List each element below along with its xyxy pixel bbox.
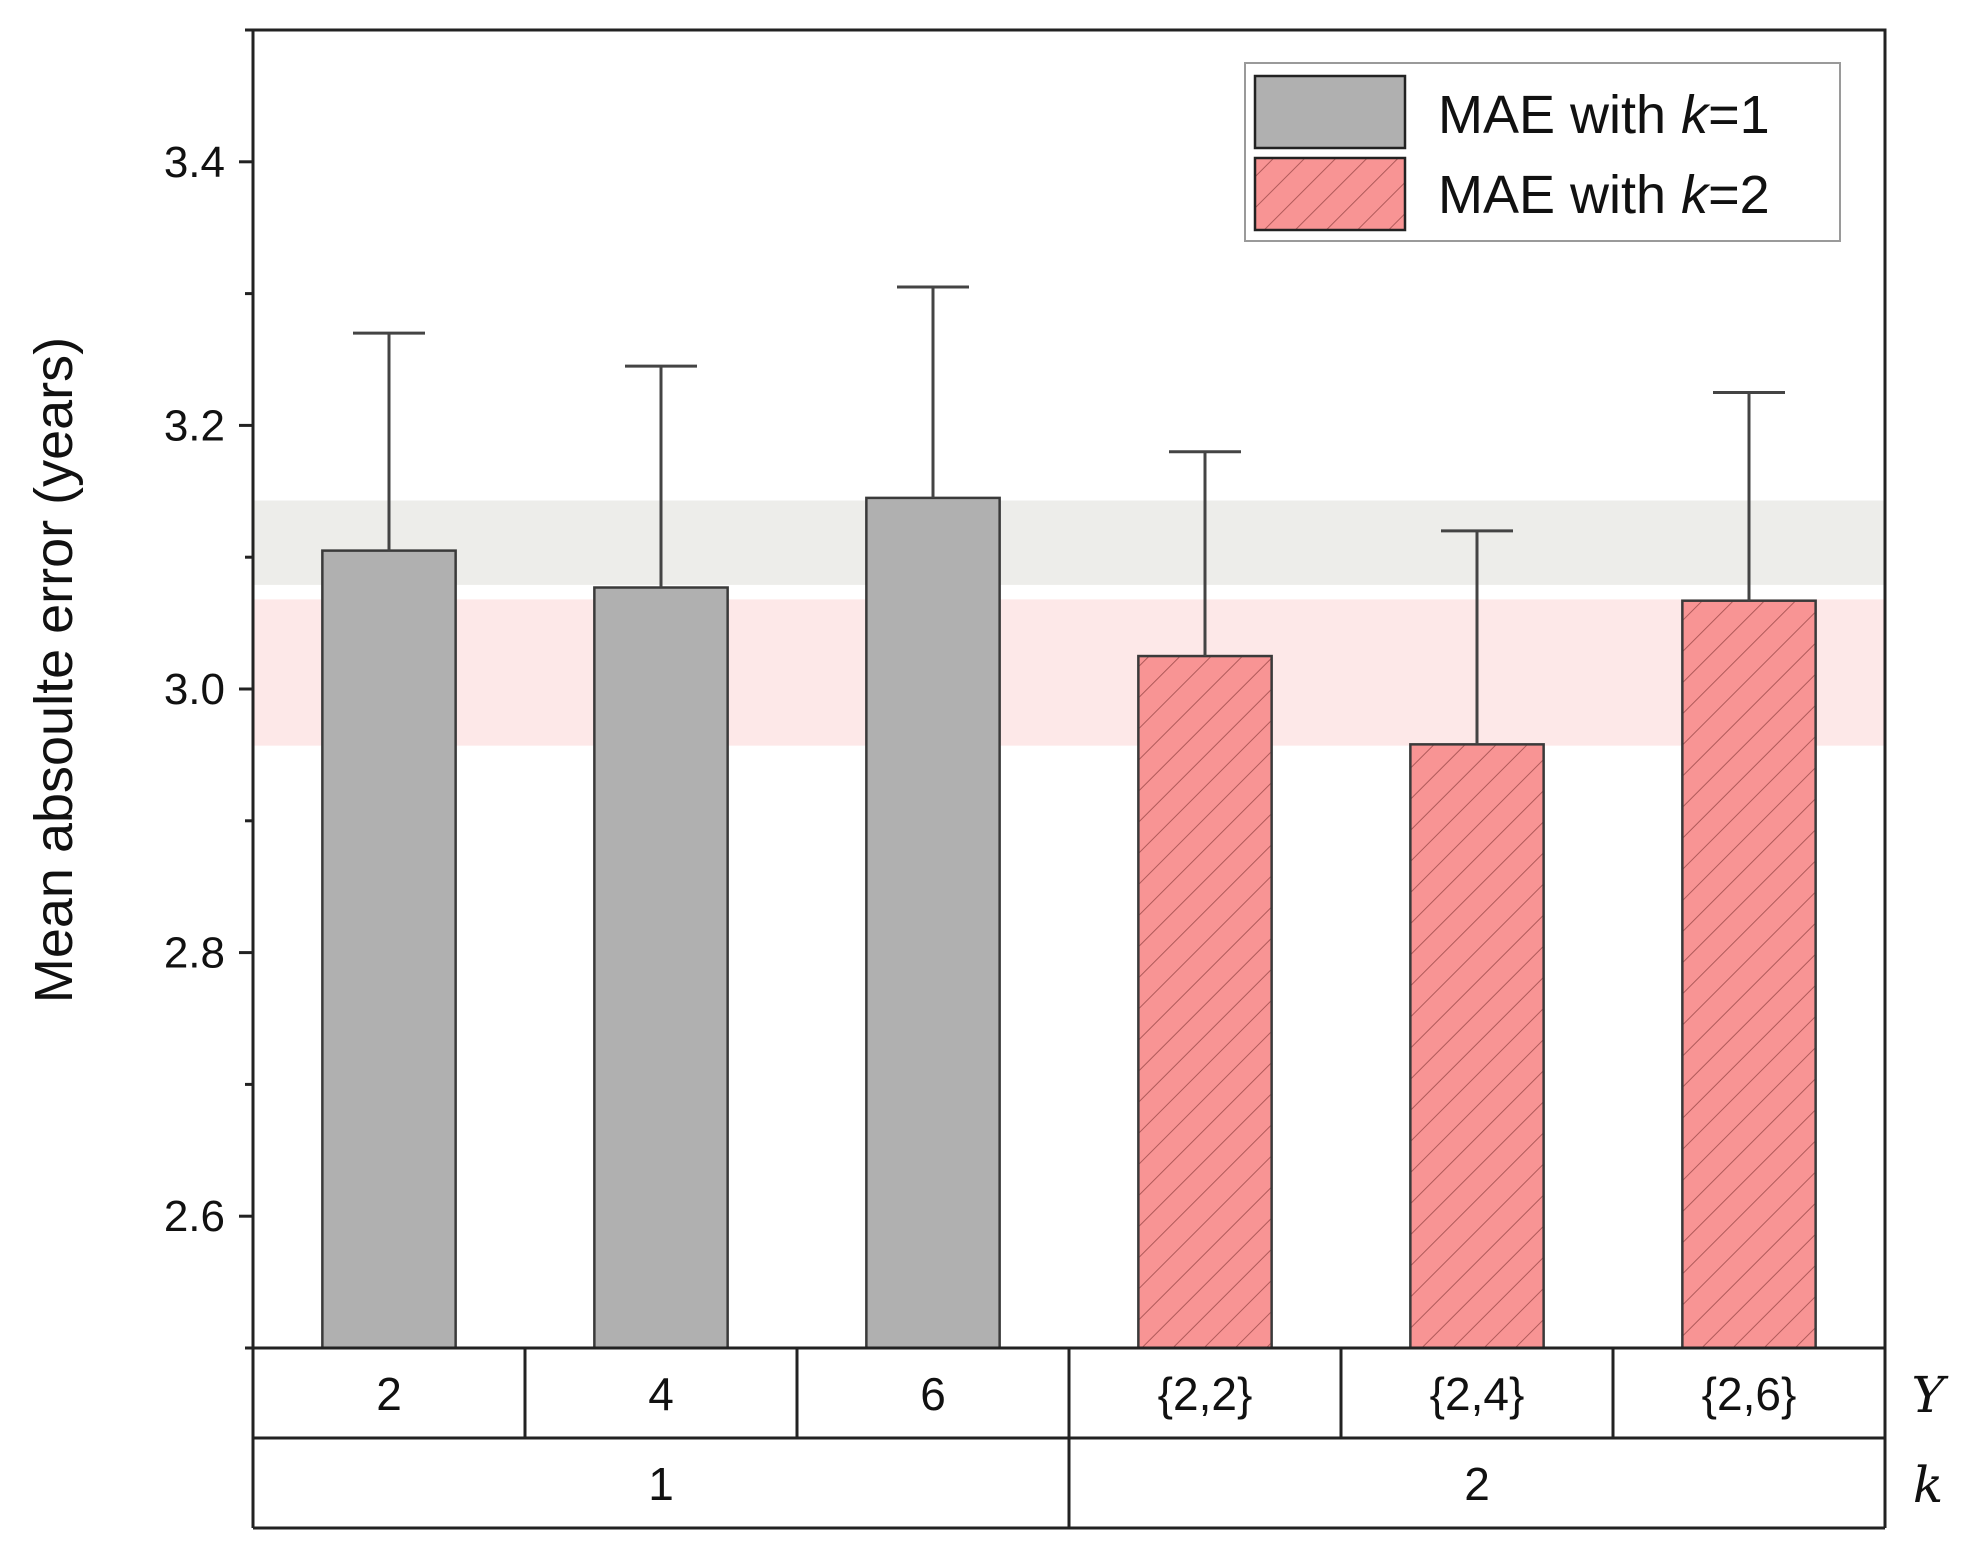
bar-3 [865,496,1001,1350]
legend-label-k2: MAE with k=2 [1438,165,1770,225]
reference-bands [253,500,1885,746]
reference-band-2 [253,599,1885,746]
category-label: 6 [920,1368,946,1420]
group-label: 1 [648,1458,674,1510]
error-bars [353,285,1785,745]
category-label: 2 [376,1368,402,1420]
bar-1 [321,549,457,1350]
legend-swatch-k1 [1253,74,1407,150]
category-table: 2 4 6 {2,2} {2,4} {2,6} 1 2 [251,1346,1887,1530]
category-label: {2,4} [1430,1368,1525,1420]
y-tick-label: 3.4 [164,138,225,187]
legend-label-k1: MAE with k=1 [1438,85,1770,145]
category-label: {2,6} [1702,1368,1797,1420]
group-label: 2 [1464,1458,1490,1510]
bar-5 [1409,743,1545,1350]
bar-6 [1681,599,1817,1350]
y-tick-label: 2.8 [164,929,225,978]
group-row-label: k [1913,1456,1943,1514]
category-label: 4 [648,1368,674,1420]
y-tick-label: 3.2 [164,401,225,450]
y-tick-label: 2.6 [164,1192,225,1241]
category-label: {2,2} [1158,1368,1253,1420]
category-row-label: Υ [1911,1366,1948,1424]
y-tick-label: 3.0 [164,665,225,714]
bar-4 [1137,654,1273,1350]
y-axis: 2.6 2.8 3.0 3.2 3.4 [164,28,253,1350]
reference-band-1 [253,500,1885,585]
bars [321,496,1817,1350]
y-axis-title: Mean absoulte error (years) [24,337,84,1003]
legend-swatch-k2 [1253,156,1407,232]
bar-2 [593,586,729,1350]
legend: MAE with k=1 MAE with k=2 [1244,62,1841,242]
